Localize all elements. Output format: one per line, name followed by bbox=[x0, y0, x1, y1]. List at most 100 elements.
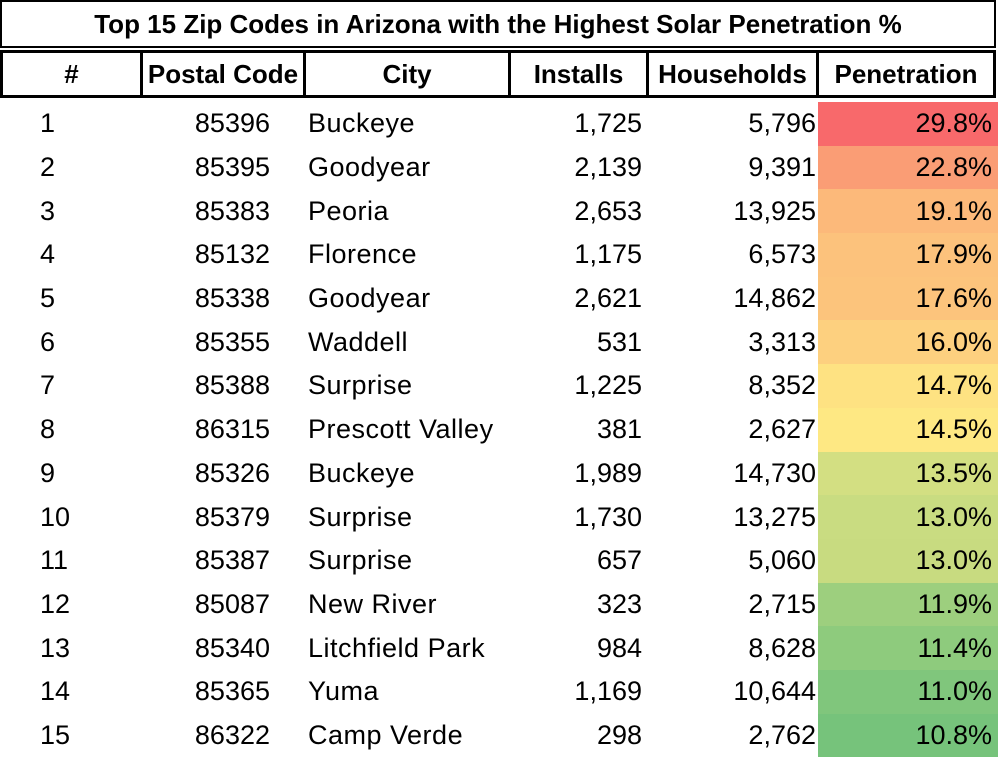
postal-code-cell: 86315 bbox=[194, 414, 270, 445]
installs-cell: 1,730 bbox=[574, 501, 642, 532]
postal-code-cell: 85365 bbox=[194, 676, 270, 707]
households-cell: 13,275 bbox=[733, 501, 816, 532]
rank-cell: 1 bbox=[0, 102, 140, 146]
postal-code-cell: 85383 bbox=[194, 195, 270, 226]
households-cell: 2,762 bbox=[748, 719, 816, 750]
table-row: 3 85383 Peoria 2,653 13,925 19.1% bbox=[0, 189, 1000, 234]
city-cell: Surprise bbox=[308, 370, 413, 401]
households-cell: 5,796 bbox=[748, 108, 816, 139]
city-cell: Florence bbox=[308, 239, 418, 270]
penetration-cell: 14.7% bbox=[818, 364, 998, 408]
rank-cell: 4 bbox=[0, 233, 140, 277]
rank-label: 8 bbox=[40, 414, 56, 445]
rank-cell: 13 bbox=[0, 626, 140, 670]
rank-label: 5 bbox=[40, 283, 56, 314]
penetration-cell: 22.8% bbox=[818, 145, 998, 190]
rank-cell: 7 bbox=[0, 364, 140, 408]
postal-code-cell: 85087 bbox=[194, 588, 270, 619]
postal-code-cell: 85379 bbox=[194, 501, 270, 532]
installs-cell: 984 bbox=[596, 632, 642, 663]
city-cell: Buckeye bbox=[308, 457, 416, 488]
postal-code-cell: 85340 bbox=[194, 632, 270, 663]
installs-cell: 323 bbox=[596, 588, 642, 619]
rank-label: 10 bbox=[40, 501, 71, 532]
rank-cell: 11 bbox=[0, 539, 140, 583]
city-cell: Surprise bbox=[308, 501, 413, 532]
table-row: 1 85396 Buckeye 1,725 5,796 29.8% bbox=[0, 102, 1000, 146]
table-row: 12 85087 New River 323 2,715 11.9% bbox=[0, 582, 1000, 627]
rank-cell: 5 bbox=[0, 277, 140, 321]
header-row: # Postal Code City Installs Households P… bbox=[0, 50, 996, 98]
table-row: 4 85132 Florence 1,175 6,573 17.9% bbox=[0, 233, 1000, 277]
rank-cell: 9 bbox=[0, 452, 140, 496]
households-cell: 5,060 bbox=[748, 545, 816, 576]
households-cell: 14,730 bbox=[733, 457, 816, 488]
rank-cell: 14 bbox=[0, 670, 140, 714]
table-row: 8 86315 Prescott Valley 381 2,627 14.5% bbox=[0, 407, 1000, 452]
city-cell: Buckeye bbox=[308, 108, 416, 139]
header-postal-code: Postal Code bbox=[140, 50, 306, 98]
rank-cell: 10 bbox=[0, 495, 140, 539]
city-cell: Camp Verde bbox=[308, 719, 464, 750]
installs-cell: 657 bbox=[596, 545, 642, 576]
households-cell: 13,925 bbox=[733, 195, 816, 226]
table-row: 2 85395 Goodyear 2,139 9,391 22.8% bbox=[0, 145, 1000, 190]
city-cell: Surprise bbox=[308, 545, 413, 576]
rank-label: 13 bbox=[40, 632, 71, 663]
penetration-cell: 10.8% bbox=[818, 713, 998, 757]
rank-label: 4 bbox=[40, 239, 56, 270]
rank-cell: 6 bbox=[0, 320, 140, 364]
penetration-cell: 11.9% bbox=[818, 582, 998, 627]
city-cell: Waddell bbox=[308, 326, 409, 357]
city-cell: Goodyear bbox=[308, 283, 431, 314]
installs-cell: 381 bbox=[596, 414, 642, 445]
penetration-cell: 11.4% bbox=[818, 626, 998, 670]
installs-cell: 1,169 bbox=[574, 676, 642, 707]
city-cell: Yuma bbox=[308, 676, 380, 707]
table-row: 10 85379 Surprise 1,730 13,275 13.0% bbox=[0, 495, 1000, 539]
rank-label: 12 bbox=[40, 588, 71, 619]
rank-cell: 15 bbox=[0, 714, 140, 757]
table-row: 7 85388 Surprise 1,225 8,352 14.7% bbox=[0, 364, 1000, 408]
city-cell: Prescott Valley bbox=[308, 414, 494, 445]
table-body: 1 85396 Buckeye 1,725 5,796 29.8% 2 85395 Goodye… bbox=[0, 102, 1000, 757]
households-cell: 6,573 bbox=[748, 239, 816, 270]
table-row: 5 85338 Goodyear 2,621 14,862 17.6% bbox=[0, 276, 1000, 321]
installs-cell: 298 bbox=[596, 719, 642, 750]
rank-cell: 8 bbox=[0, 408, 140, 452]
header-households: Households bbox=[646, 50, 816, 98]
penetration-cell: 17.9% bbox=[818, 233, 998, 277]
rank-cell: 3 bbox=[0, 189, 140, 233]
rank-label: 15 bbox=[40, 719, 71, 750]
city-cell: Peoria bbox=[308, 195, 390, 226]
households-cell: 10,644 bbox=[733, 676, 816, 707]
table-row: 14 85365 Yuma 1,169 10,644 11.0% bbox=[0, 669, 1000, 714]
postal-code-cell: 85132 bbox=[194, 239, 270, 270]
header-installs: Installs bbox=[508, 50, 646, 98]
installs-cell: 2,653 bbox=[574, 195, 642, 226]
header-rank: # bbox=[0, 50, 140, 98]
rank-label: 11 bbox=[40, 545, 69, 576]
installs-cell: 2,621 bbox=[574, 283, 642, 314]
table-row: 13 85340 Litchfield Park 984 8,628 11.4% bbox=[0, 626, 1000, 670]
rank-label: 3 bbox=[40, 195, 56, 226]
penetration-cell: 13.5% bbox=[818, 451, 998, 496]
rank-label: 7 bbox=[40, 370, 56, 401]
header-city: City bbox=[306, 50, 508, 98]
installs-cell: 1,225 bbox=[574, 370, 642, 401]
installs-cell: 1,725 bbox=[574, 108, 642, 139]
households-cell: 2,627 bbox=[748, 414, 816, 445]
installs-cell: 531 bbox=[596, 326, 642, 357]
rank-cell: 2 bbox=[0, 146, 140, 190]
penetration-cell: 19.1% bbox=[818, 189, 998, 234]
city-cell: Goodyear bbox=[308, 152, 431, 183]
postal-code-cell: 85388 bbox=[194, 370, 270, 401]
households-cell: 3,313 bbox=[748, 326, 816, 357]
installs-cell: 2,139 bbox=[574, 152, 642, 183]
postal-code-cell: 85355 bbox=[194, 326, 270, 357]
penetration-cell: 16.0% bbox=[818, 320, 998, 365]
penetration-cell: 11.0% bbox=[818, 669, 998, 714]
rank-label: 14 bbox=[40, 676, 71, 707]
installs-cell: 1,175 bbox=[574, 239, 642, 270]
